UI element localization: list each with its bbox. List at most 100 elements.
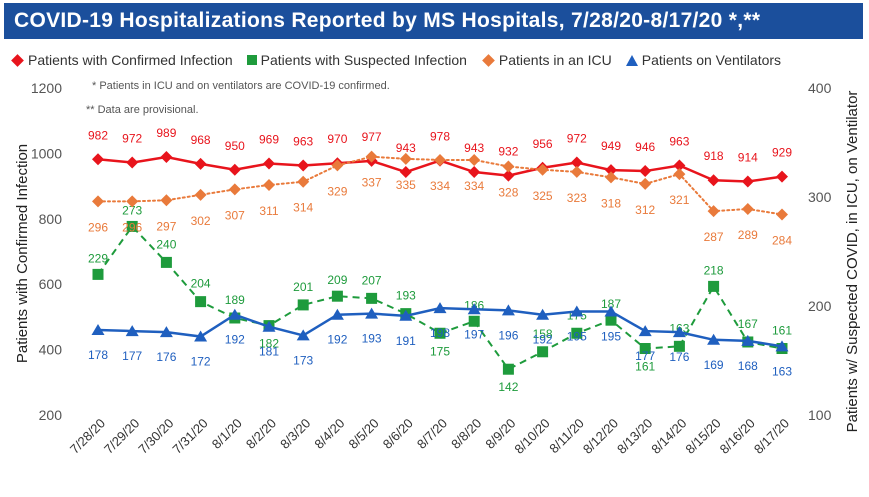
data-label: 949	[601, 139, 621, 153]
data-label: 198	[430, 326, 450, 340]
x-tick-label: 8/4/20	[311, 416, 347, 452]
data-point-triangle	[330, 308, 344, 320]
data-label: 178	[88, 348, 108, 362]
data-label: 191	[396, 334, 416, 348]
x-tick-label: 8/10/20	[511, 416, 552, 457]
data-point-diamond	[263, 157, 275, 170]
blue-triangle-icon	[625, 54, 638, 66]
data-label: 982	[88, 128, 108, 142]
data-label: 963	[293, 134, 313, 148]
data-label: 943	[464, 141, 484, 155]
data-point-diamond	[160, 150, 173, 163]
data-point-diamond	[263, 179, 275, 192]
data-point-square	[537, 346, 549, 358]
data-label: 311	[259, 204, 278, 218]
data-label: 240	[156, 237, 176, 251]
data-point-triangle	[638, 325, 652, 337]
series-line	[97, 155, 783, 216]
data-point-square	[195, 296, 207, 308]
data-point-diamond	[126, 156, 139, 169]
data-label: 218	[704, 263, 724, 277]
legend-label: Patients on Ventilators	[641, 52, 782, 68]
data-point-triangle	[262, 320, 276, 332]
data-point-diamond	[399, 152, 412, 165]
data-label: 946	[635, 140, 655, 154]
data-point-diamond	[468, 166, 481, 179]
x-tick-label: 8/5/20	[346, 416, 382, 452]
data-point-diamond	[126, 195, 139, 208]
data-point-triangle	[228, 308, 242, 320]
data-point-triangle	[501, 304, 515, 316]
data-label: 950	[225, 139, 245, 153]
note-icu-ventilators: * Patients in ICU and on ventilators are…	[92, 80, 390, 92]
data-label: 329	[327, 184, 347, 198]
series-line	[97, 224, 783, 371]
data-label: 204	[191, 277, 211, 291]
data-label: 318	[601, 196, 621, 210]
data-point-diamond	[741, 175, 754, 188]
data-point-square	[434, 327, 446, 339]
data-label: 201	[293, 280, 313, 294]
data-label: 978	[430, 130, 450, 144]
data-point-triangle	[399, 309, 413, 321]
legend-item-suspected: Patients with Suspected Infection	[246, 52, 467, 68]
data-point-diamond	[570, 156, 583, 169]
legend-label: Patients in an ICU	[498, 52, 612, 68]
data-point-square	[366, 292, 378, 304]
data-point-triangle	[467, 303, 481, 315]
data-point-triangle	[741, 334, 755, 346]
data-label: 192	[327, 333, 347, 347]
x-tick-label: 8/17/20	[751, 416, 792, 457]
data-label: 297	[156, 219, 176, 233]
data-point-diamond	[297, 175, 310, 188]
data-point-diamond	[468, 153, 481, 166]
data-label: 161	[635, 360, 655, 374]
y-tick-label: 200	[39, 407, 63, 423]
data-point-diamond	[228, 183, 241, 196]
data-point-diamond	[741, 202, 754, 215]
legend-label: Patients with Confirmed Infection	[28, 52, 233, 68]
data-label: 195	[567, 329, 587, 343]
y-tick-label: 1200	[31, 80, 62, 96]
data-label: 287	[704, 230, 724, 244]
y2-axis-title: Patients w/ Suspected COVID, in ICU, on …	[844, 91, 861, 433]
data-point-diamond	[502, 169, 515, 182]
y-axis-title: Patients with Confirmed Infection	[14, 144, 31, 363]
data-label: 273	[122, 203, 142, 217]
data-point-triangle	[604, 305, 618, 317]
data-point-diamond	[605, 171, 617, 184]
data-point-square	[297, 299, 309, 311]
data-point-diamond	[776, 208, 788, 221]
data-point-square	[92, 268, 104, 280]
y-tick-label: 800	[39, 211, 63, 227]
data-point-square	[126, 220, 138, 232]
x-tick-label: 8/15/20	[682, 416, 723, 457]
data-point-diamond	[365, 150, 378, 163]
data-label: 189	[225, 293, 245, 307]
data-point-diamond	[228, 163, 241, 176]
data-point-diamond	[673, 168, 686, 181]
x-tick-label: 8/8/20	[448, 416, 484, 452]
data-point-diamond	[570, 165, 583, 178]
data-label: 323	[567, 191, 587, 205]
y-tick-label: 400	[39, 342, 63, 358]
data-label: 312	[635, 203, 655, 217]
data-point-diamond	[776, 170, 788, 183]
data-point-diamond	[673, 159, 686, 172]
data-label: 177	[635, 349, 655, 363]
data-label: 972	[122, 132, 142, 146]
legend: Patients with Confirmed Infection Patien…	[10, 50, 795, 70]
data-label: 914	[738, 151, 758, 165]
legend-item-confirmed: Patients with Confirmed Infection	[10, 52, 233, 68]
data-point-diamond	[639, 177, 652, 190]
data-label: 943	[396, 141, 416, 155]
data-label: 161	[772, 324, 792, 338]
data-label: 196	[498, 328, 518, 342]
data-label: 142	[498, 380, 518, 394]
data-label: 193	[396, 289, 416, 303]
data-point-diamond	[502, 160, 515, 173]
data-point-triangle	[365, 307, 379, 319]
data-point-diamond	[194, 188, 207, 201]
x-tick-label: 8/12/20	[580, 416, 621, 457]
